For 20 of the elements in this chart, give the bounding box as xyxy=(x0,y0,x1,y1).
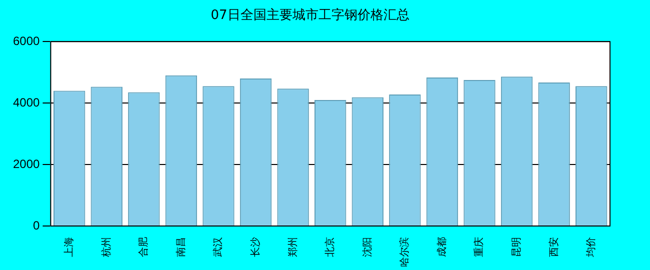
x-tick-label: 哈尔滨 xyxy=(398,237,411,267)
x-tick-label: 均价 xyxy=(585,237,598,258)
x-tick-label: 合肥 xyxy=(138,237,150,257)
x-tick-label: 南昌 xyxy=(174,237,187,257)
y-tick-label: 0 xyxy=(33,218,40,232)
y-tick-label: 6000 xyxy=(12,34,40,48)
x-tick-label: 重庆 xyxy=(473,237,486,257)
x-tick-label: 长沙 xyxy=(250,237,262,257)
x-tick-label: 武汉 xyxy=(212,237,224,257)
x-tick-label: 西安 xyxy=(548,237,560,257)
x-tick-label: 郑州 xyxy=(286,237,299,257)
x-tick-label: 沈阳 xyxy=(361,237,374,257)
x-tick-label: 昆明 xyxy=(512,237,523,257)
y-tick-label: 4000 xyxy=(12,95,40,110)
x-tick-label: 北京 xyxy=(324,237,336,257)
chart-title: 07日全国主要城市工字钢价格汇总 xyxy=(210,7,410,24)
x-tick-label: 成都 xyxy=(436,237,448,257)
x-tick-label: 上海 xyxy=(63,237,76,257)
y-tick-label: 2000 xyxy=(12,156,40,171)
x-tick-label: 杭州 xyxy=(100,237,112,258)
